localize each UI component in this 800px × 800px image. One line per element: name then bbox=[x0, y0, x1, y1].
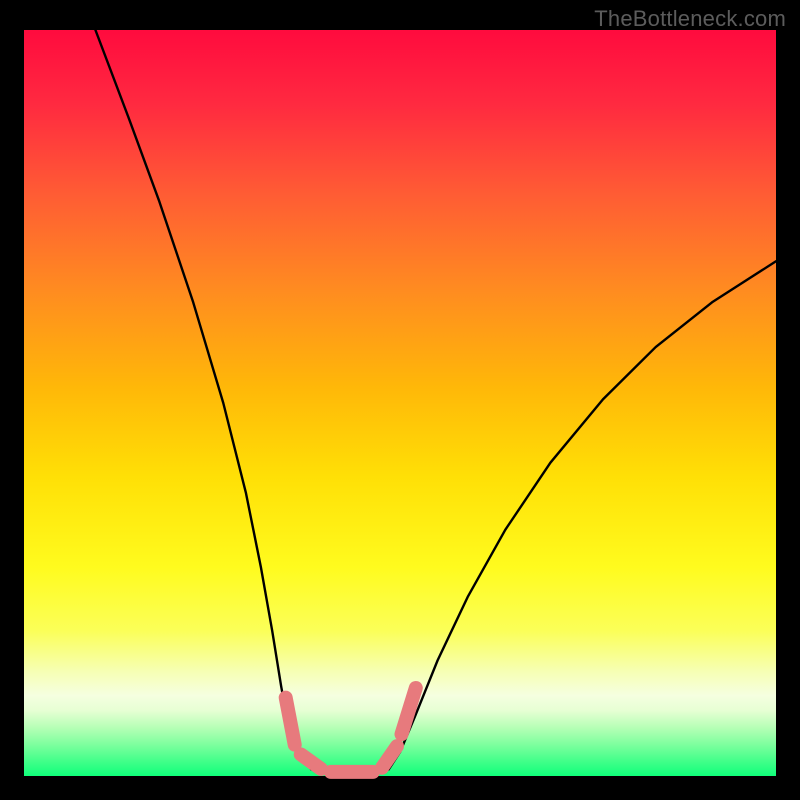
chart-container: TheBottleneck.com bbox=[0, 0, 800, 800]
watermark-text: TheBottleneck.com bbox=[594, 6, 786, 32]
overlay-dash-0 bbox=[286, 698, 295, 745]
bottleneck-chart bbox=[0, 0, 800, 800]
